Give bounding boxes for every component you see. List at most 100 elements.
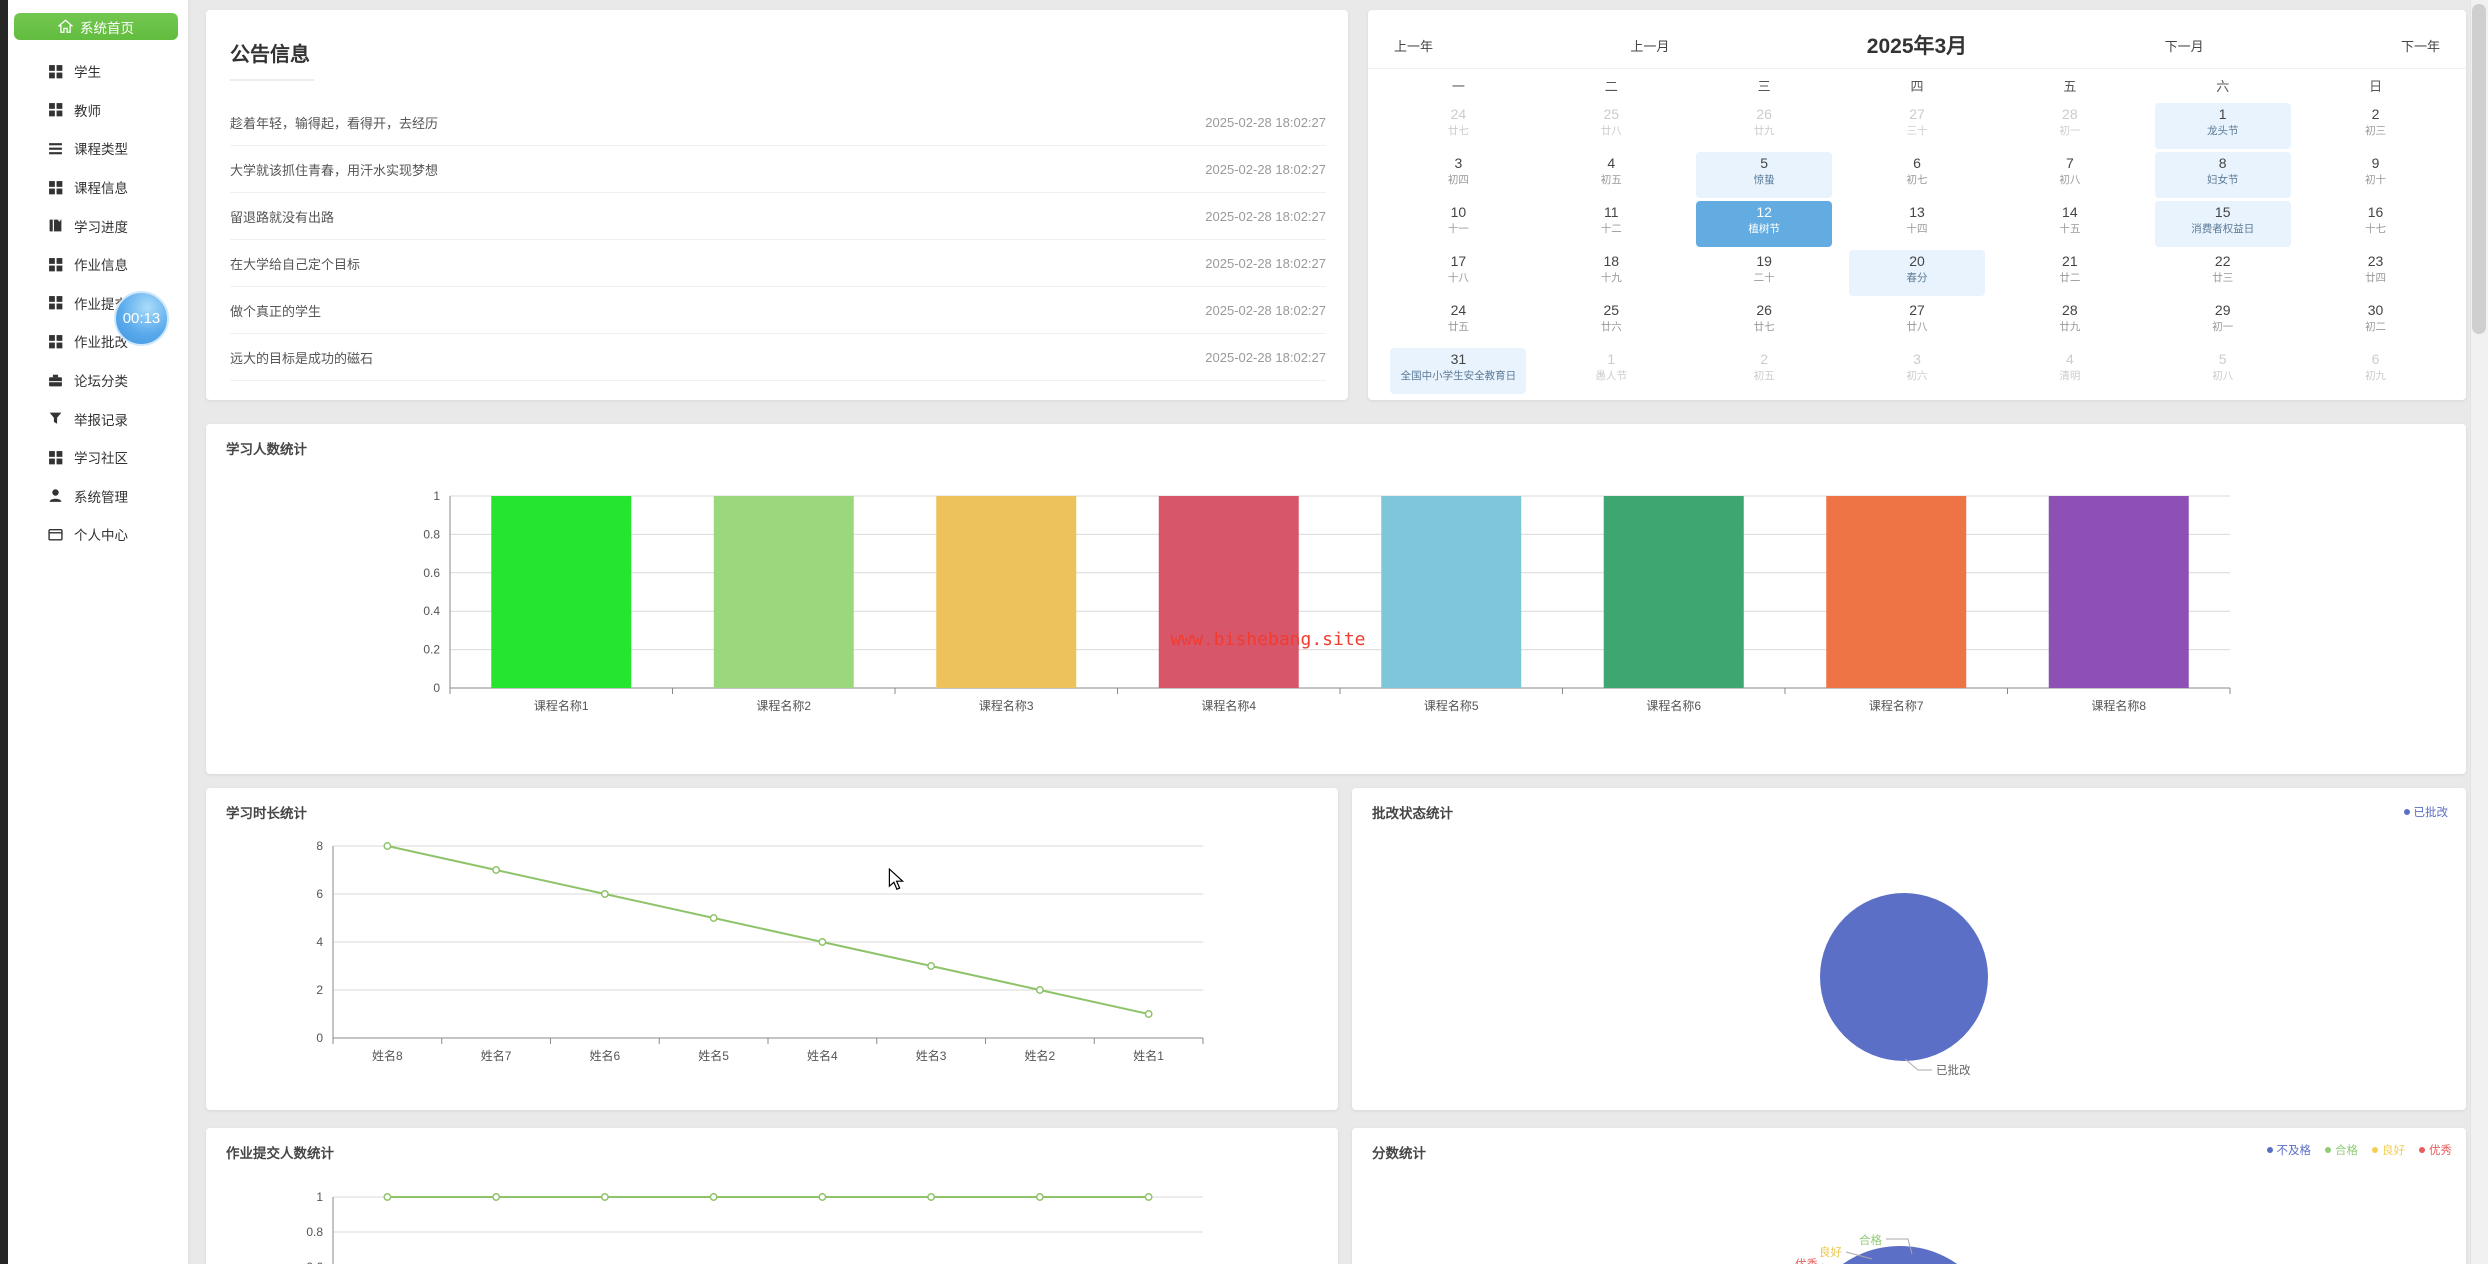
- calendar-day[interactable]: 29 初一: [2146, 298, 2299, 347]
- calendar-day[interactable]: 27 廿八: [1841, 298, 1994, 347]
- day-number: 24: [1450, 302, 1467, 318]
- announcement-item[interactable]: 留退路就没有出路 2025-02-28 18:02:27: [230, 193, 1326, 240]
- duration-line-panel: 学习时长统计 0 2 4 6 8 姓名8 姓名7 姓名6 姓名5 姓名4 姓名3 姓名2 姓名1: [206, 788, 1338, 1110]
- svg-text:课程名称3: 课程名称3: [979, 698, 1034, 713]
- calendar-next-month-button[interactable]: 下一月: [2164, 38, 2204, 54]
- day-number: 18: [1603, 253, 1620, 269]
- calendar-day[interactable]: 2 初五: [1688, 347, 1841, 396]
- calendar-day[interactable]: 15 消费者权益日: [2146, 200, 2299, 249]
- day-lunar-or-festival: 初四: [1447, 174, 1469, 186]
- calendar-prev-month-button[interactable]: 上一月: [1630, 38, 1670, 54]
- sidebar-item-learning-progress[interactable]: 学习进度: [8, 206, 188, 245]
- calendar-day[interactable]: 16 十七: [2299, 200, 2452, 249]
- calendar-day[interactable]: 31 全国中小学生安全教育日: [1382, 347, 1535, 396]
- calendar-day[interactable]: 5 惊蛰: [1688, 151, 1841, 200]
- calendar-day[interactable]: 9 初十: [2299, 151, 2452, 200]
- page-scrollbar-thumb[interactable]: [2472, 4, 2486, 334]
- sidebar-active-label: 系统首页: [80, 20, 134, 36]
- svg-text:课程名称4: 课程名称4: [1201, 698, 1256, 713]
- sidebar-item-label: 论坛分类: [74, 374, 128, 390]
- calendar-day[interactable]: 6 初七: [1841, 151, 1994, 200]
- sidebar-item-homework-submit[interactable]: 作业提交: [8, 284, 188, 323]
- calendar-day[interactable]: 26 廿七: [1688, 298, 1841, 347]
- calendar-day[interactable]: 23 廿四: [2299, 249, 2452, 298]
- calendar-day[interactable]: 6 初九: [2299, 347, 2452, 396]
- calendar-day[interactable]: 8 妇女节: [2146, 151, 2299, 200]
- calendar-day[interactable]: 11 十二: [1535, 200, 1688, 249]
- calendar-day[interactable]: 18 十九: [1535, 249, 1688, 298]
- svg-text:姓名8: 姓名8: [372, 1048, 403, 1063]
- calendar-day[interactable]: 17 十八: [1382, 249, 1535, 298]
- legend-item-合格[interactable]: 合格: [2325, 1142, 2358, 1158]
- calendar-day[interactable]: 21 廿二: [1993, 249, 2146, 298]
- day-lunar-or-festival: 廿六: [1600, 321, 1622, 333]
- announcement-item[interactable]: 远大的目标是成功的磁石 2025-02-28 18:02:27: [230, 334, 1326, 381]
- grid-icon: [49, 335, 63, 349]
- calendar-day[interactable]: 3 初六: [1841, 347, 1994, 396]
- calendar-day[interactable]: 1 龙头节: [2146, 102, 2299, 151]
- sidebar-item-course-type[interactable]: 课程类型: [8, 129, 188, 168]
- calendar-day[interactable]: 27 三十: [1841, 102, 1994, 151]
- calendar-day[interactable]: 20 春分: [1841, 249, 1994, 298]
- sidebar-item-report-record[interactable]: 举报记录: [8, 399, 188, 438]
- day-number: 26: [1756, 106, 1772, 122]
- legend-item-良好[interactable]: 良好: [2372, 1142, 2405, 1158]
- calendar-day[interactable]: 25 廿八: [1535, 102, 1688, 151]
- sidebar-item-homework-grading[interactable]: 作业批改: [8, 322, 188, 361]
- announcement-item[interactable]: 做个真正的学生 2025-02-28 18:02:27: [230, 287, 1326, 334]
- weekday-label: 一: [1451, 79, 1465, 94]
- sidebar-item-teachers[interactable]: 教师: [8, 91, 188, 130]
- calendar-day[interactable]: 1 愚人节: [1535, 347, 1688, 396]
- svg-text:合格: 合格: [1859, 1233, 1882, 1247]
- announcement-item[interactable]: 趁着年轻，输得起，看得开，去经历 2025-02-28 18:02:27: [230, 99, 1326, 146]
- sidebar-item-system-manage[interactable]: 系统管理: [8, 477, 188, 516]
- calendar-day[interactable]: 2 初三: [2299, 102, 2452, 151]
- announcement-text: 做个真正的学生: [230, 303, 322, 319]
- calendar-day[interactable]: 24 廿七: [1382, 102, 1535, 151]
- calendar-day[interactable]: 30 初二: [2299, 298, 2452, 347]
- sidebar-item-students[interactable]: 学生: [8, 52, 188, 91]
- day-lunar-or-festival: 廿三: [2212, 272, 2234, 284]
- sidebar-item-learning-community[interactable]: 学习社区: [8, 438, 188, 477]
- day-lunar-or-festival: 初八: [2059, 174, 2081, 186]
- calendar-day[interactable]: 5 初八: [2146, 347, 2299, 396]
- sidebar-item-home[interactable]: 系统首页: [14, 13, 178, 40]
- announcement-item[interactable]: 大学就该抓住青春，用汗水实现梦想 2025-02-28 18:02:27: [230, 146, 1326, 193]
- day-lunar-or-festival: 初一: [2059, 125, 2081, 137]
- day-lunar-or-festival: 惊蛰: [1753, 174, 1775, 186]
- calendar-day[interactable]: 10 十一: [1382, 200, 1535, 249]
- calendar-day[interactable]: 19 二十: [1688, 249, 1841, 298]
- day-lunar-or-festival: 十二: [1600, 223, 1622, 235]
- calendar-day[interactable]: 25 廿六: [1535, 298, 1688, 347]
- sidebar-item-forum-category[interactable]: 论坛分类: [8, 361, 188, 400]
- calendar-day[interactable]: 14 十五: [1993, 200, 2146, 249]
- screen-recorder-timer[interactable]: 00:13: [114, 291, 169, 346]
- day-lunar-or-festival: 春分: [1906, 272, 1928, 284]
- svg-text:课程名称7: 课程名称7: [1869, 698, 1924, 713]
- grid-icon: [49, 103, 63, 117]
- calendar-next-year-button[interactable]: 下一年: [2400, 38, 2440, 54]
- calendar-day[interactable]: 4 清明: [1993, 347, 2146, 396]
- calendar-day[interactable]: 12 植树节: [1688, 200, 1841, 249]
- calendar-day[interactable]: 22 廿三: [2146, 249, 2299, 298]
- legend-item-优秀[interactable]: 优秀: [2419, 1142, 2452, 1158]
- legend-item-已批改[interactable]: 已批改: [2403, 804, 2448, 820]
- calendar-day[interactable]: 28 初一: [1993, 102, 2146, 151]
- day-number: 4: [2065, 351, 2074, 367]
- sidebar-item-course-info[interactable]: 课程信息: [8, 168, 188, 207]
- calendar-day[interactable]: 28 廿九: [1993, 298, 2146, 347]
- calendar-prev-year-button[interactable]: 上一年: [1394, 38, 1434, 54]
- day-number: 3: [1913, 351, 1921, 367]
- calendar-day[interactable]: 24 廿五: [1382, 298, 1535, 347]
- legend-item-不及格[interactable]: 不及格: [2266, 1142, 2311, 1158]
- day-lunar-or-festival: 初十: [2365, 174, 2387, 186]
- calendar-day[interactable]: 26 廿九: [1688, 102, 1841, 151]
- day-number: 30: [2367, 302, 2384, 318]
- sidebar-item-personal-center[interactable]: 个人中心: [8, 515, 188, 554]
- sidebar-item-homework-info[interactable]: 作业信息: [8, 245, 188, 284]
- calendar-day[interactable]: 3 初四: [1382, 151, 1535, 200]
- calendar-day[interactable]: 4 初五: [1535, 151, 1688, 200]
- calendar-day[interactable]: 7 初八: [1993, 151, 2146, 200]
- calendar-day[interactable]: 13 十四: [1841, 200, 1994, 249]
- announcement-item[interactable]: 在大学给自己定个目标 2025-02-28 18:02:27: [230, 240, 1326, 287]
